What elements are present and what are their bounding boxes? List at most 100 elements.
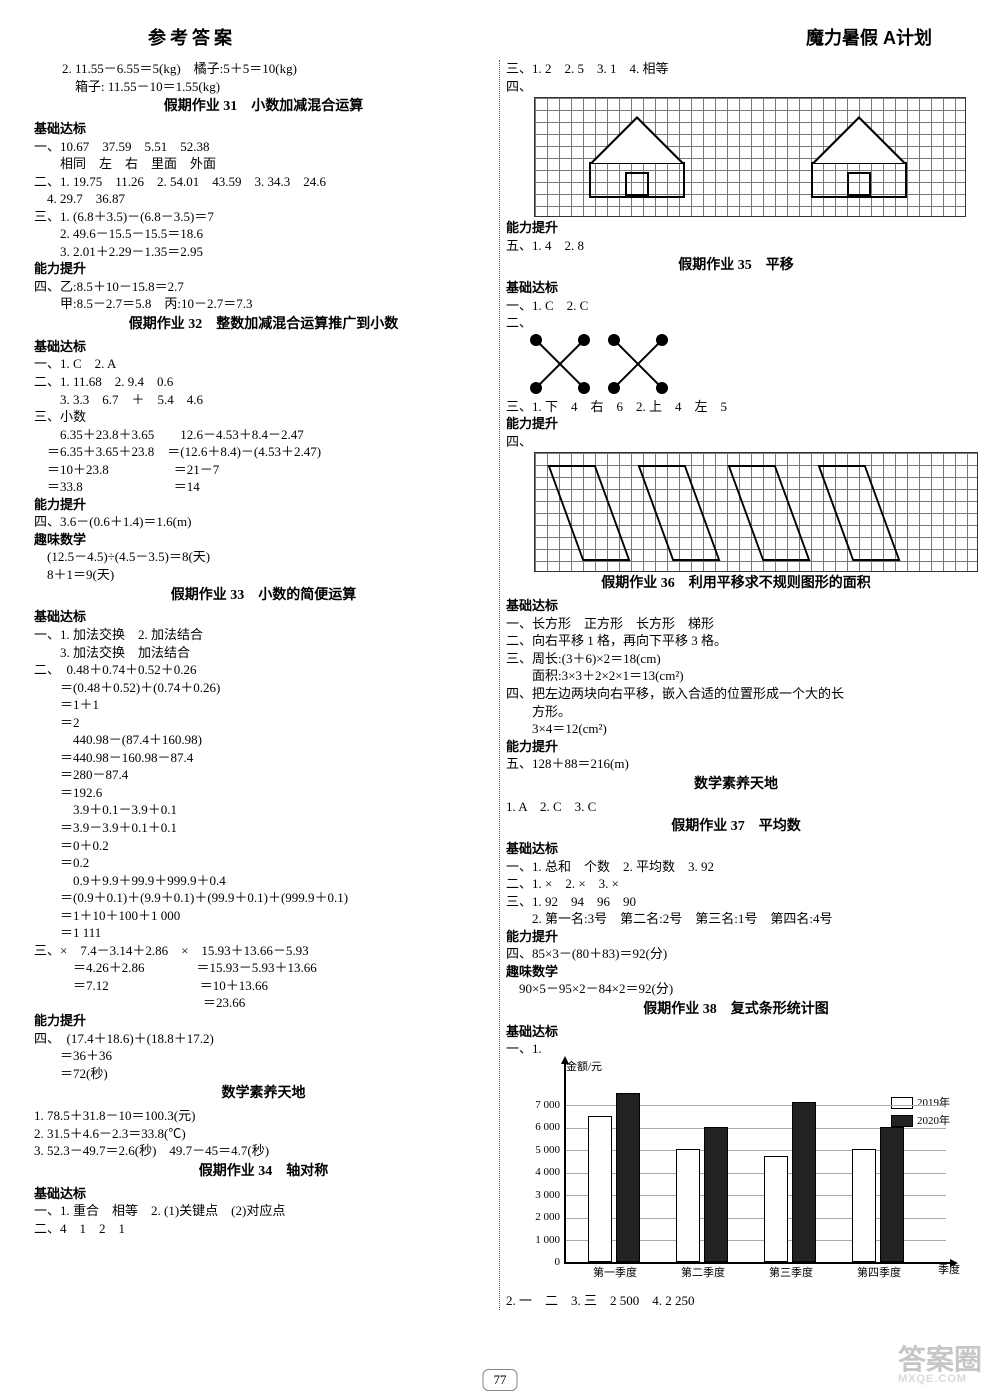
label-nengli: 能力提升 bbox=[34, 496, 493, 514]
y-tick-label: 7 000 bbox=[516, 1098, 560, 1113]
label-quwei: 趣味数学 bbox=[506, 963, 966, 981]
text: 三、× 7.4－3.14＋2.86 × 15.93＋13.66－5.93 bbox=[34, 942, 493, 960]
text: ＝1 111 bbox=[34, 924, 493, 942]
text: 四、3.6－(0.6＋1.4)＝1.6(m) bbox=[34, 513, 493, 531]
parallelogram-shape bbox=[728, 465, 811, 561]
text: 8＋1＝9(天) bbox=[34, 566, 493, 584]
text: 2. 11.55－6.55＝5(kg) 橘子:5＋5＝10(kg) bbox=[34, 60, 493, 78]
text: 一、1. bbox=[506, 1040, 966, 1058]
text: 三、1. (6.8＋3.5)－(6.8－3.5)＝7 bbox=[34, 208, 493, 226]
text: 二、向右平移 1 格，再向下平移 3 格。 bbox=[506, 632, 966, 650]
y-tick-label: 2 000 bbox=[516, 1210, 560, 1225]
text: 三、1. 2 2. 5 3. 1 4. 相等 bbox=[506, 60, 966, 78]
label-nengli: 能力提升 bbox=[34, 1012, 493, 1030]
symmetry-grid-diagram bbox=[534, 97, 966, 217]
text: 三、小数 bbox=[34, 408, 493, 426]
text: ＝1＋10＋100＋1 000 bbox=[34, 907, 493, 925]
text: 四、 bbox=[506, 78, 966, 96]
text: 一、长方形 正方形 长方形 梯形 bbox=[506, 615, 966, 633]
text: 3.9＋0.1－3.9＋0.1 bbox=[34, 801, 493, 819]
text: 2. 第一名:3号 第二名:2号 第三名:1号 第四名:4号 bbox=[506, 910, 966, 928]
text: ＝(0.48＋0.52)＋(0.74＋0.26) bbox=[34, 679, 493, 697]
text: 相同 左 右 里面 外面 bbox=[34, 155, 493, 173]
text: 面积:3×3＋2×2×1＝13(cm²) bbox=[506, 667, 966, 685]
text: 二、1. 11.68 2. 9.4 0.6 bbox=[34, 373, 493, 391]
legend-label: 2020年 bbox=[917, 1114, 950, 1129]
text: ＝23.66 bbox=[34, 994, 493, 1012]
text: 二、 bbox=[506, 314, 966, 332]
suyang1-title: 数学素养天地 bbox=[34, 1085, 493, 1104]
label-jichu: 基础达标 bbox=[34, 608, 493, 626]
house-shape bbox=[811, 162, 907, 198]
hw38-title: 假期作业 38 复式条形统计图 bbox=[506, 1001, 966, 1020]
text: 一、1. C 2. A bbox=[34, 355, 493, 373]
text: 1. 78.5＋31.8－10＝100.3(元) bbox=[34, 1107, 493, 1125]
page-header: 参考答案 魔力暑假 A计划 bbox=[28, 20, 972, 56]
y-axis bbox=[564, 1062, 566, 1264]
label-jichu: 基础达标 bbox=[506, 840, 966, 858]
watermark: 答案圈 MXQE.COM bbox=[898, 1346, 982, 1385]
text: 90×5－95×2－84×2＝92(分) bbox=[506, 980, 966, 998]
text: 一、1. C 2. C bbox=[506, 297, 966, 315]
label-jichu: 基础达标 bbox=[506, 279, 966, 297]
y-tick-label: 4 000 bbox=[516, 1165, 560, 1180]
text: ＝2 bbox=[34, 714, 493, 732]
text: 3. 3.3 6.7 ＋ 5.4 4.6 bbox=[34, 391, 493, 409]
columns: 2. 11.55－6.55＝5(kg) 橘子:5＋5＝10(kg) 箱子: 11… bbox=[28, 60, 972, 1310]
label-jichu: 基础达标 bbox=[506, 1023, 966, 1041]
text: 五、1. 4 2. 8 bbox=[506, 237, 966, 255]
text: ＝192.6 bbox=[34, 784, 493, 802]
watermark-sub: MXQE.COM bbox=[898, 1374, 982, 1385]
cross-diagram bbox=[608, 334, 668, 394]
text: ＝6.35＋3.65＋23.8 ＝(12.6＋8.4)－(4.53＋2.47) bbox=[34, 443, 493, 461]
text: 0.9＋9.9＋99.9＋999.9＋0.4 bbox=[34, 872, 493, 890]
legend-item: 2019年 bbox=[891, 1096, 950, 1111]
text: ＝36＋36 bbox=[34, 1047, 493, 1065]
right-column: 三、1. 2 2. 5 3. 1 4. 相等 四、 能力提升 五、1. 4 2.… bbox=[500, 60, 972, 1310]
text: 四、 (17.4＋18.6)＋(18.8＋17.2) bbox=[34, 1030, 493, 1048]
cross-match-diagrams bbox=[506, 334, 966, 394]
parallelogram-shape bbox=[638, 465, 721, 561]
x-tick-label: 第一季度 bbox=[580, 1266, 650, 1281]
text: 3. 52.3－49.7＝2.6(秒) 49.7－45＝4.7(秒) bbox=[34, 1142, 493, 1160]
hw32-title: 假期作业 32 整数加减混合运算推广到小数 bbox=[34, 316, 493, 335]
text: 1. A 2. C 3. C bbox=[506, 798, 966, 816]
text: ＝72(秒) bbox=[34, 1065, 493, 1083]
text: (12.5－4.5)÷(4.5－3.5)＝8(天) bbox=[34, 548, 493, 566]
x-tick-label: 第二季度 bbox=[668, 1266, 738, 1281]
label-jichu: 基础达标 bbox=[34, 120, 493, 138]
text: 四、把左边两块向右平移，嵌入合适的位置形成一个大的长 bbox=[506, 685, 966, 703]
hw36-title: 假期作业 36 利用平移求不规则图形的面积 bbox=[506, 575, 966, 594]
text: 四、乙:8.5＋10－15.8＝2.7 bbox=[34, 278, 493, 296]
left-column: 2. 11.55－6.55＝5(kg) 橘子:5＋5＝10(kg) 箱子: 11… bbox=[28, 60, 500, 1310]
text: 箱子: 11.55－10＝1.55(kg) bbox=[34, 78, 493, 96]
text: ＝0.2 bbox=[34, 854, 493, 872]
bar bbox=[764, 1156, 788, 1262]
text: 二、 0.48＋0.74＋0.52＋0.26 bbox=[34, 661, 493, 679]
text: 440.98－(87.4＋160.98) bbox=[34, 731, 493, 749]
text: ＝0＋0.2 bbox=[34, 837, 493, 855]
text: 2. 一 二 3. 三 2 500 4. 2 250 bbox=[506, 1292, 966, 1310]
bar-chart: 金额/元 季度 2019年 2020年 01 0002 0003 0004 00… bbox=[516, 1062, 956, 1292]
hw31-title: 假期作业 31 小数加减混合运算 bbox=[34, 98, 493, 117]
y-tick-label: 3 000 bbox=[516, 1188, 560, 1203]
text: 3. 2.01＋2.29－1.35＝2.95 bbox=[34, 243, 493, 261]
y-tick-label: 6 000 bbox=[516, 1120, 560, 1135]
legend-swatch bbox=[891, 1115, 913, 1127]
text: 一、10.67 37.59 5.51 52.38 bbox=[34, 138, 493, 156]
label-jichu: 基础达标 bbox=[34, 1185, 493, 1203]
legend-swatch bbox=[891, 1097, 913, 1109]
text: ＝280－87.4 bbox=[34, 766, 493, 784]
bar bbox=[704, 1127, 728, 1262]
text: 4. 29.7 36.87 bbox=[34, 190, 493, 208]
hw33-title: 假期作业 33 小数的简便运算 bbox=[34, 587, 493, 606]
suyang2-title: 数学素养天地 bbox=[506, 776, 966, 795]
label-nengli: 能力提升 bbox=[506, 928, 966, 946]
parallelogram-shape bbox=[548, 465, 631, 561]
text: 3×4＝12(cm²) bbox=[506, 720, 966, 738]
bar bbox=[676, 1149, 700, 1262]
door-shape bbox=[847, 172, 871, 196]
bar bbox=[852, 1149, 876, 1262]
text: 2. 49.6－15.5－15.5＝18.6 bbox=[34, 225, 493, 243]
hw35-title: 假期作业 35 平移 bbox=[506, 257, 966, 276]
